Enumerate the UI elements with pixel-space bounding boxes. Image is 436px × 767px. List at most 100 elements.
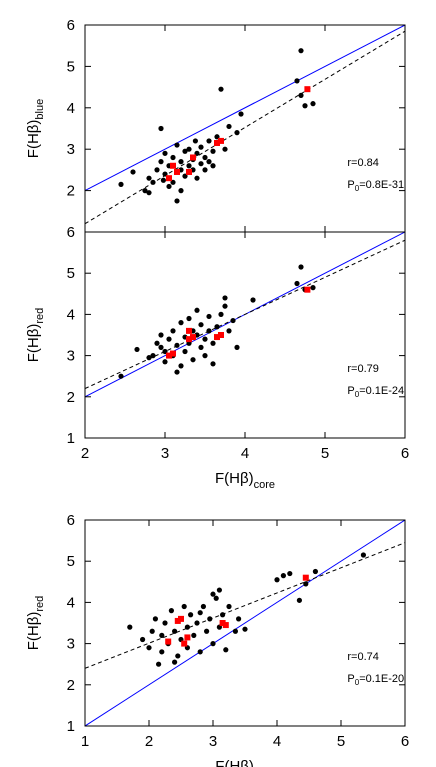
point — [238, 111, 244, 117]
point — [159, 649, 165, 655]
point — [296, 597, 302, 603]
y-axis-label: F(Hβ)red — [25, 308, 46, 363]
x-tick-label: 5 — [337, 733, 345, 750]
point — [186, 163, 192, 169]
point — [174, 168, 180, 175]
point — [303, 581, 309, 587]
point — [158, 159, 164, 165]
point — [154, 340, 160, 346]
one-to-one-line — [85, 25, 405, 192]
point — [172, 628, 178, 634]
point — [250, 297, 256, 303]
point — [360, 552, 366, 558]
stat-p-base: P — [347, 673, 354, 685]
point — [294, 280, 300, 287]
point — [226, 328, 232, 334]
point — [218, 137, 224, 144]
point — [146, 645, 152, 651]
point — [190, 154, 196, 161]
x-tick-label: 4 — [241, 445, 249, 462]
point — [170, 154, 176, 161]
point — [210, 148, 216, 154]
point — [186, 336, 192, 343]
y-axis-label-sub: red — [34, 308, 46, 324]
y-axis-label-text: F(Hβ) — [25, 612, 42, 651]
point — [168, 608, 174, 614]
stat-p: P0=0.1E-24 — [347, 385, 404, 399]
y-tick-label: 1 — [67, 718, 75, 735]
point — [146, 175, 152, 181]
y-axis-label-sub: red — [34, 596, 46, 612]
point — [210, 163, 216, 169]
point — [242, 626, 248, 632]
point — [166, 352, 172, 359]
panel: 2 3 4 5 6 F(Hβ)blue r=0.84 P0=0.8E-31 — [25, 17, 406, 233]
point — [150, 353, 156, 359]
point — [194, 175, 200, 181]
point — [232, 628, 238, 634]
point — [130, 169, 136, 175]
point — [170, 328, 176, 334]
point — [298, 48, 304, 54]
point — [118, 181, 124, 187]
point — [202, 154, 208, 161]
point — [210, 361, 216, 367]
point — [186, 315, 192, 322]
point — [304, 286, 311, 293]
x-tick-label: 2 — [145, 733, 153, 750]
point — [198, 161, 204, 167]
stat-p-sub: 0 — [355, 390, 360, 399]
point — [174, 198, 180, 204]
point — [222, 303, 228, 309]
point — [134, 346, 140, 353]
x-tick-label: 3 — [161, 445, 169, 462]
point — [178, 363, 184, 369]
x-axis-label-sub: core — [254, 479, 275, 491]
fit-line — [85, 542, 405, 669]
point — [191, 632, 197, 638]
stat-p-base: P — [347, 385, 354, 397]
panel: 2 3 4 5 6123456F(Hβ)redF(Hβ)corer=0.79P0=0.1… — [25, 224, 409, 491]
point — [304, 86, 311, 93]
y-axis-label-text: F(Hβ) — [25, 120, 42, 159]
point — [206, 313, 212, 320]
point — [198, 322, 204, 328]
x-tick-label: 5 — [321, 445, 329, 462]
y-tick-label: 6 — [67, 512, 75, 529]
y-tick-label: 5 — [67, 58, 75, 75]
point — [230, 317, 236, 324]
point — [182, 348, 188, 355]
point — [210, 591, 216, 597]
point — [192, 138, 198, 144]
point — [152, 616, 158, 622]
y-tick-label: 4 — [67, 306, 75, 323]
point — [181, 603, 187, 610]
stat-p-base: P — [347, 179, 354, 191]
point — [182, 148, 188, 154]
point — [160, 177, 166, 183]
stat-r: r=0.84 — [347, 157, 379, 169]
x-axis-label: F(Hβ)blue — [215, 758, 274, 767]
point — [200, 603, 206, 610]
point — [202, 353, 208, 359]
y-tick-label: 6 — [67, 17, 75, 34]
y-axis-label: F(Hβ)blue — [25, 99, 46, 158]
point — [210, 340, 216, 346]
stat-p-sub: 0 — [355, 184, 360, 193]
point — [274, 577, 280, 583]
stat-r: r=0.79 — [347, 363, 379, 375]
point — [302, 103, 308, 109]
y-tick-label: 1 — [67, 430, 75, 447]
point — [194, 307, 200, 313]
point — [165, 638, 172, 645]
x-tick-label: 4 — [273, 733, 281, 750]
point — [170, 350, 176, 357]
point — [142, 188, 148, 194]
point — [218, 332, 224, 338]
stat-p-rest: =0.1E-24 — [359, 385, 404, 397]
point — [222, 295, 228, 301]
point — [166, 336, 172, 342]
point — [198, 344, 204, 350]
point — [197, 610, 203, 616]
